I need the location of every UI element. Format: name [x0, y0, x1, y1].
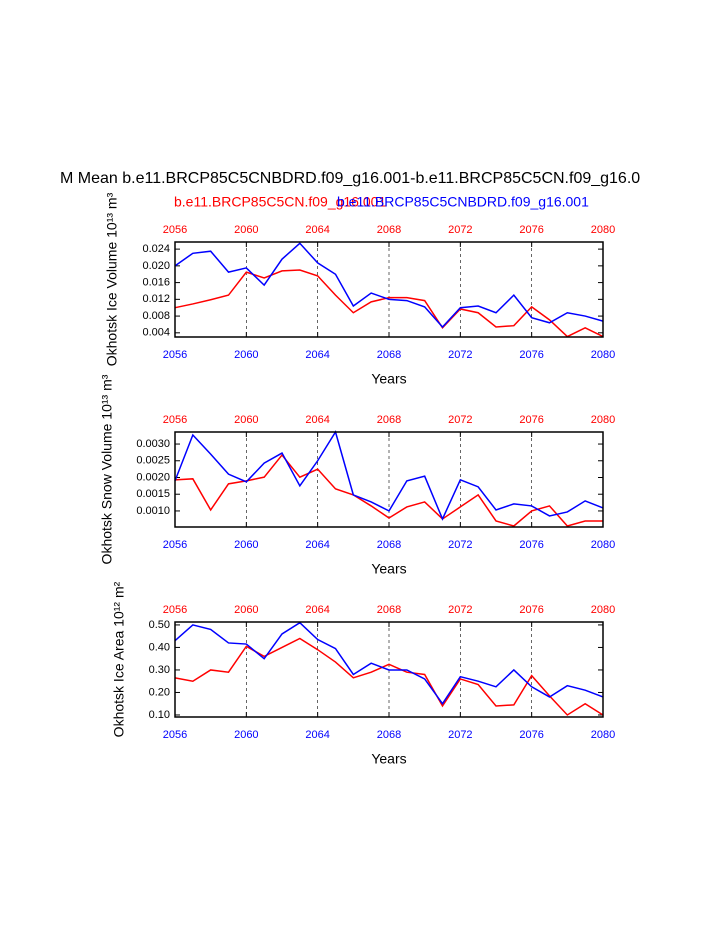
x-axis-label: Years — [371, 751, 406, 767]
y-tick-label: 0.0020 — [136, 471, 170, 483]
y-tick-label: 0.0010 — [136, 505, 170, 517]
plot-frame — [174, 241, 604, 338]
x-tick-label-top: 2064 — [305, 224, 329, 236]
x-tick-label: 2060 — [234, 349, 258, 361]
series-line — [174, 453, 603, 527]
x-tick-label-top: 2072 — [448, 414, 472, 426]
x-tick-label-top: 2080 — [591, 224, 615, 236]
x-tick-label: 2080 — [591, 349, 615, 361]
plot-frame — [174, 621, 604, 718]
legend-entry: b.e11.BRCP85C5CNBDRD.f09_g16.001 — [337, 194, 589, 210]
x-tick-label: 2076 — [519, 729, 543, 741]
x-tick-label-top: 2064 — [305, 604, 329, 616]
y-tick-label: 0.0025 — [136, 455, 170, 467]
x-tick-label: 2056 — [163, 729, 187, 741]
x-tick-label: 2056 — [163, 349, 187, 361]
y-tick-label: 0.016 — [142, 277, 170, 289]
x-tick-label-top: 2064 — [305, 414, 329, 426]
y-tick-label: 0.0030 — [136, 438, 170, 450]
x-tick-label-top: 2060 — [234, 604, 258, 616]
x-tick-label: 2056 — [163, 539, 187, 551]
legend-entry: b.e11.BRCP85C5CN.f09_g16.001 — [174, 194, 386, 210]
x-tick-label-top: 2068 — [377, 604, 401, 616]
x-tick-label: 2068 — [377, 349, 401, 361]
x-tick-label-top: 2056 — [163, 604, 187, 616]
y-tick-label: 0.008 — [142, 310, 170, 322]
x-tick-label: 2076 — [519, 539, 543, 551]
y-tick-label: 0.0015 — [136, 488, 170, 500]
x-tick-label-top: 2060 — [234, 414, 258, 426]
x-tick-label-top: 2080 — [591, 414, 615, 426]
x-tick-label-top: 2060 — [234, 224, 258, 236]
x-axis-label: Years — [371, 561, 406, 577]
x-tick-label: 2064 — [305, 349, 329, 361]
x-tick-label-top: 2056 — [163, 224, 187, 236]
x-tick-label-top: 2056 — [163, 414, 187, 426]
x-tick-label: 2060 — [234, 539, 258, 551]
y-tick-label: 0.10 — [149, 709, 170, 721]
x-tick-label: 2064 — [305, 539, 329, 551]
x-tick-label-top: 2068 — [377, 414, 401, 426]
x-tick-label: 2060 — [234, 729, 258, 741]
x-tick-label: 2068 — [377, 539, 401, 551]
y-tick-label: 0.30 — [149, 664, 170, 676]
x-tick-label-top: 2076 — [519, 414, 543, 426]
y-tick-label: 0.020 — [142, 260, 170, 272]
y-axis-label: Okhotsk Snow Volume 10¹³ m³ — [99, 374, 115, 564]
x-tick-label: 2072 — [448, 729, 472, 741]
x-tick-label: 2064 — [305, 729, 329, 741]
x-tick-label-top: 2072 — [448, 604, 472, 616]
series-line — [174, 242, 604, 329]
x-tick-label: 2068 — [377, 729, 401, 741]
figure-title: M Mean b.e11.BRCP85C5CNBDRD.f09_g16.001-… — [60, 170, 640, 187]
x-tick-label-top: 2080 — [591, 604, 615, 616]
series-line — [174, 430, 604, 521]
y-tick-label: 0.40 — [149, 641, 170, 653]
y-tick-label: 0.024 — [142, 243, 170, 255]
series-line — [174, 269, 604, 338]
series-line — [174, 621, 604, 706]
y-tick-label: 0.50 — [149, 619, 170, 631]
x-tick-label: 2072 — [448, 539, 472, 551]
y-axis-label: Okhotsk Ice Area 10¹² m² — [111, 581, 127, 737]
x-axis-label: Years — [371, 371, 406, 387]
x-tick-label: 2080 — [591, 539, 615, 551]
y-axis-label: Okhotsk Ice Volume 10¹³ m³ — [104, 192, 120, 366]
x-tick-label-top: 2068 — [377, 224, 401, 236]
x-tick-label-top: 2076 — [519, 224, 543, 236]
x-tick-label-top: 2076 — [519, 604, 543, 616]
x-tick-label: 2072 — [448, 349, 472, 361]
plot-frame — [174, 431, 604, 528]
y-tick-label: 0.20 — [149, 686, 170, 698]
x-tick-label-top: 2072 — [448, 224, 472, 236]
y-tick-label: 0.004 — [142, 327, 170, 339]
y-tick-label: 0.012 — [142, 293, 170, 305]
x-tick-label: 2080 — [591, 729, 615, 741]
x-tick-label: 2076 — [519, 349, 543, 361]
series-line — [174, 637, 604, 716]
